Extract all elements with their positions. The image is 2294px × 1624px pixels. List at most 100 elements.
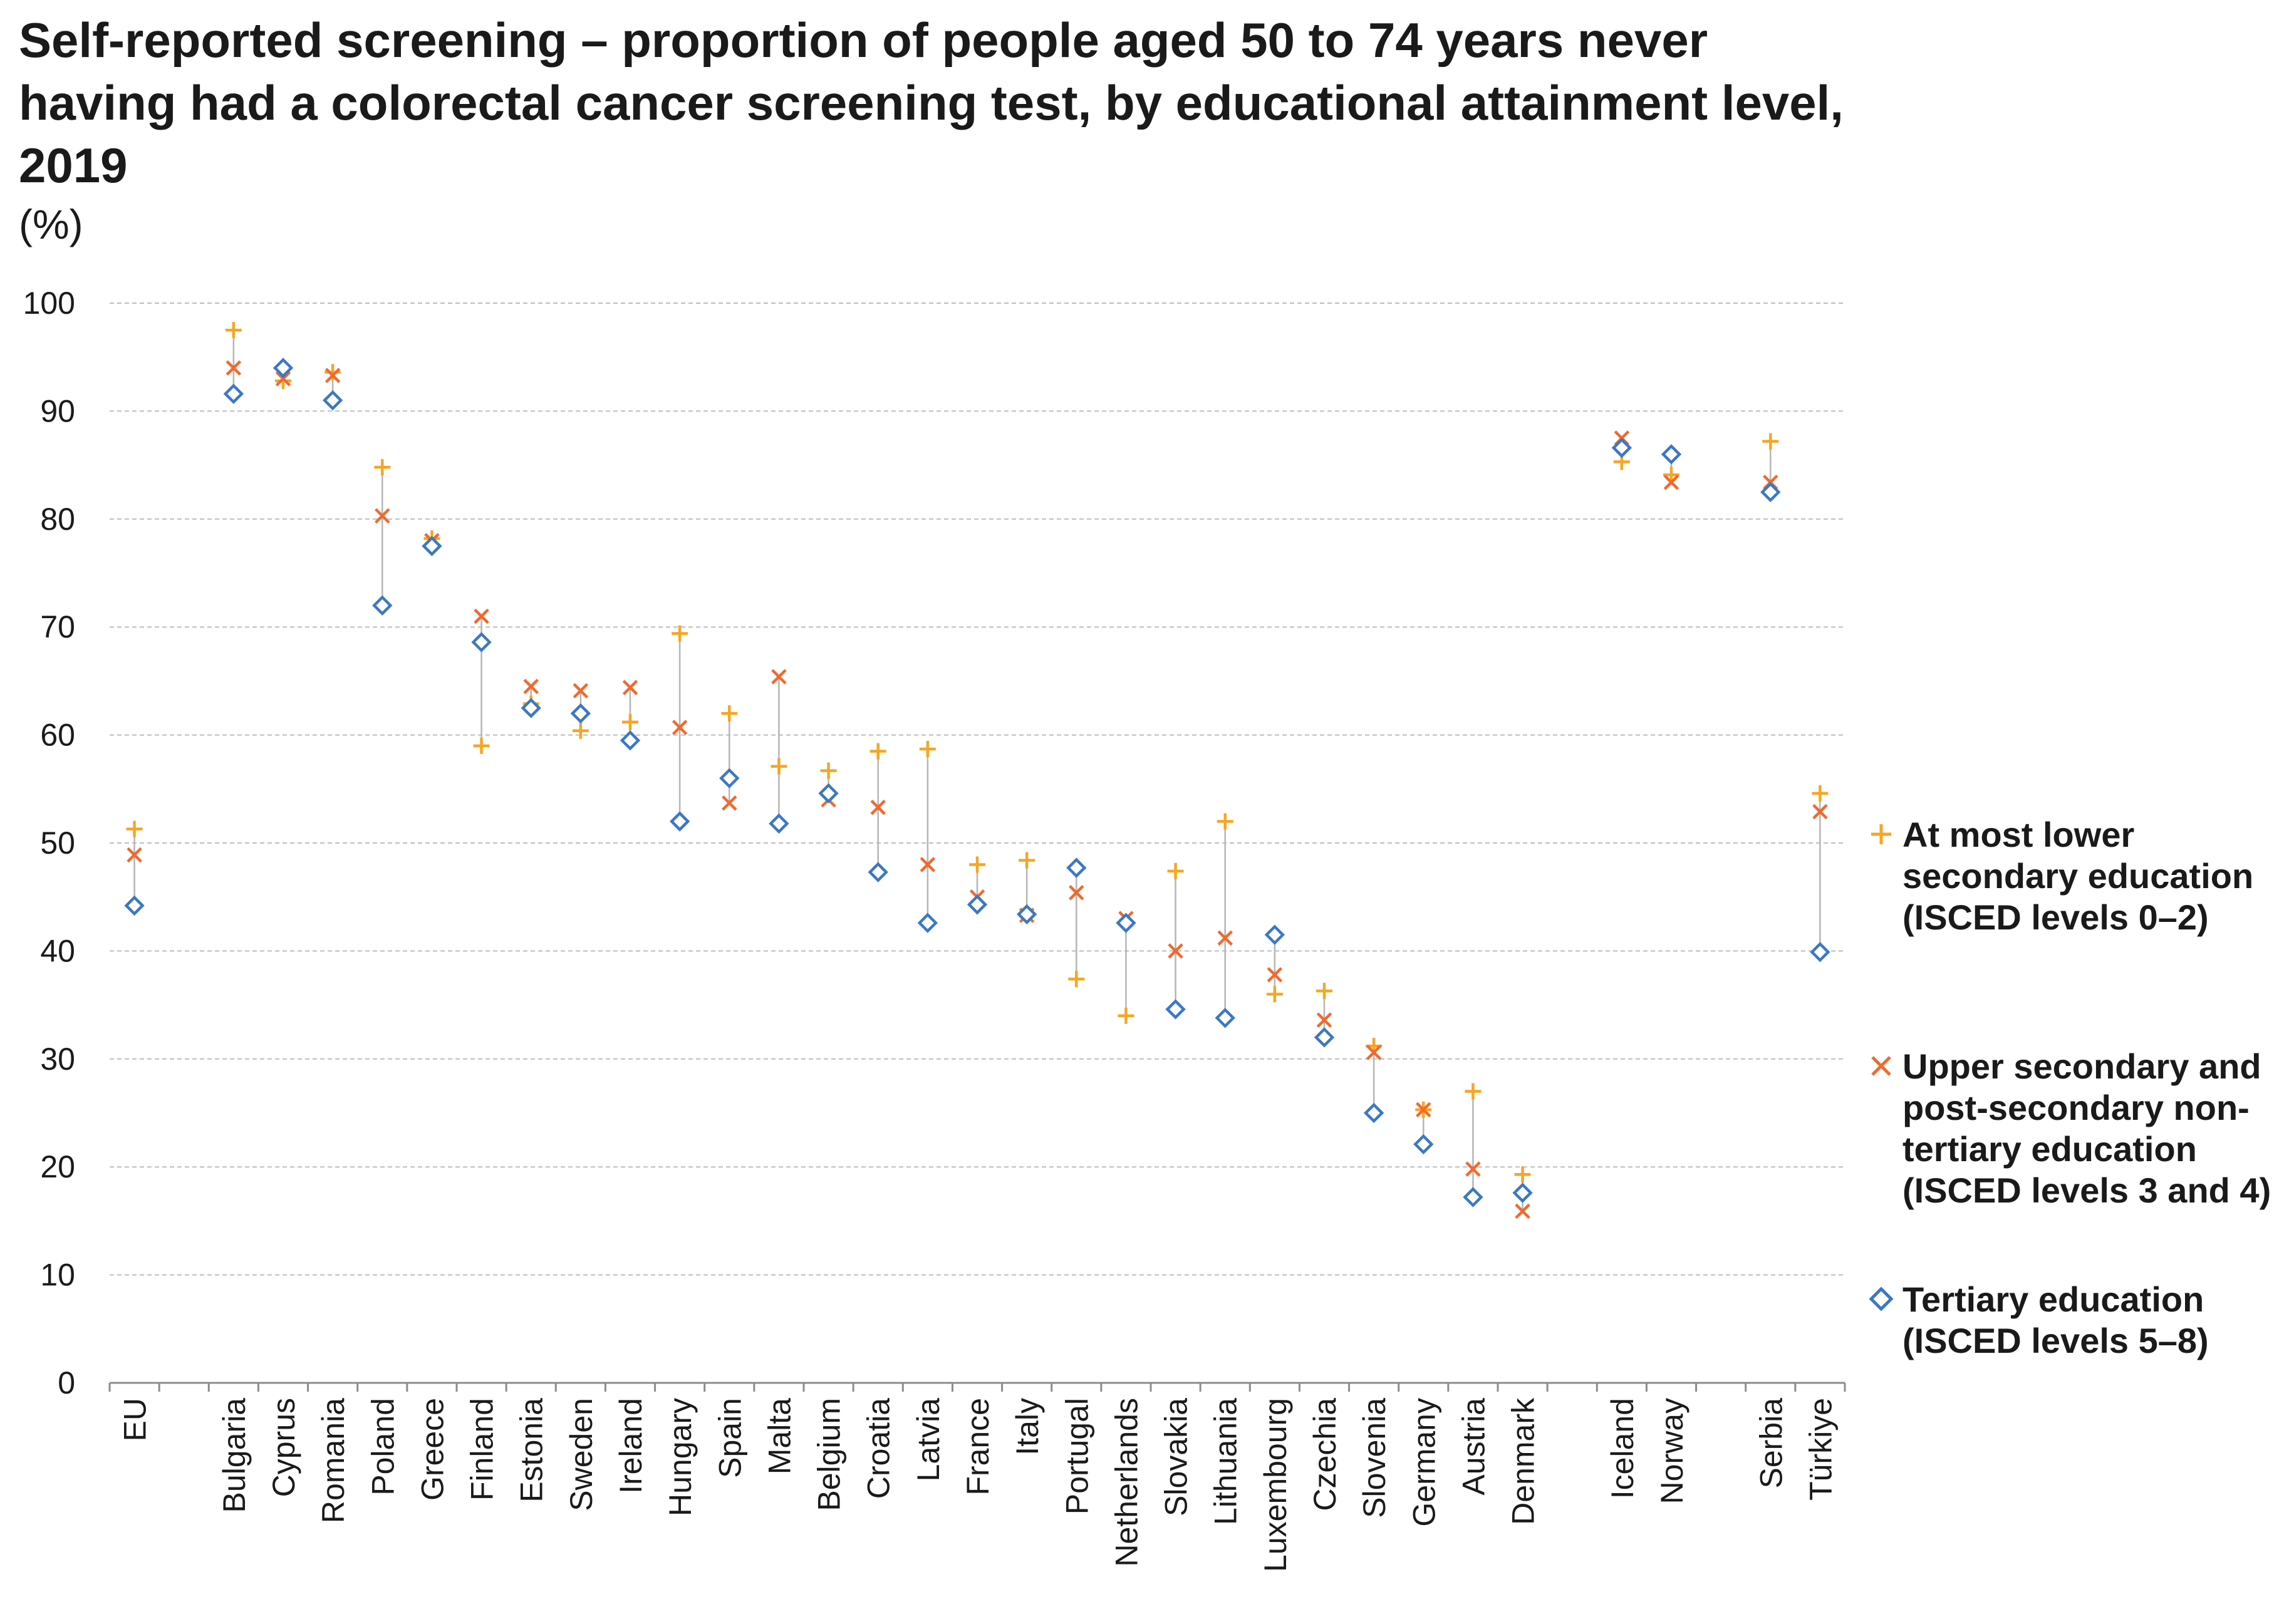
point-lower — [1316, 983, 1332, 1000]
point-lower — [1812, 785, 1829, 802]
y-tick-label: 0 — [58, 1365, 75, 1400]
point-tertiary — [223, 383, 244, 404]
point-upper — [1069, 885, 1084, 901]
legend-upper-line-2: post-secondary non- — [1902, 1088, 2250, 1127]
point-lower — [771, 758, 787, 775]
point-upper — [573, 683, 589, 699]
point-upper — [523, 678, 539, 695]
x-tick-label: Norway — [1654, 1398, 1689, 1504]
x-tick-label: Portugal — [1059, 1398, 1094, 1514]
point-lower — [374, 459, 391, 476]
legend-lower-line-1: At most lower — [1902, 815, 2135, 854]
x-tick-label: Iceland — [1605, 1398, 1640, 1499]
point-lower — [1266, 986, 1283, 1003]
x-tick-label: Germany — [1406, 1398, 1441, 1527]
point-upper — [672, 720, 688, 735]
y-tick-label: 40 — [40, 933, 75, 968]
point-lower — [672, 625, 688, 642]
point-tertiary — [471, 632, 492, 653]
y-tick-label: 10 — [40, 1258, 75, 1293]
point-upper — [870, 799, 886, 815]
point-tertiary — [124, 895, 145, 916]
point-upper — [127, 847, 142, 863]
point-tertiary — [1215, 1008, 1235, 1028]
x-tick-label: Denmark — [1506, 1397, 1541, 1525]
legend-tertiary-line-1: Tertiary education — [1902, 1280, 2204, 1319]
point-upper — [771, 669, 787, 685]
point-lower — [1663, 467, 1679, 484]
point-tertiary — [1066, 857, 1087, 878]
x-tick-label: Austria — [1456, 1398, 1491, 1496]
x-tick-label: Belgium — [812, 1398, 847, 1511]
y-tick-label: 50 — [40, 825, 75, 861]
point-tertiary — [1810, 941, 1830, 963]
x-tick-label: Cyprus — [266, 1398, 301, 1497]
point-lower — [572, 722, 589, 739]
point-upper — [275, 371, 291, 386]
point-lower — [1762, 433, 1779, 450]
point-tertiary — [719, 768, 740, 789]
point-upper — [1168, 943, 1183, 959]
point-upper — [1465, 1161, 1481, 1177]
point-lower — [919, 741, 936, 758]
point-upper — [1217, 930, 1233, 946]
legend-cross-icon — [1871, 1056, 1891, 1076]
point-tertiary — [372, 595, 393, 616]
x-tick-label: Sweden — [564, 1398, 599, 1511]
x-tick-label: Estonia — [514, 1398, 549, 1502]
point-lower — [1217, 813, 1233, 830]
point-upper — [474, 608, 489, 624]
point-tertiary — [1016, 904, 1037, 924]
legend-lower-line-3: (ISCED levels 0–2) — [1902, 897, 2209, 937]
point-tertiary — [322, 390, 343, 411]
grid-lines — [110, 303, 1845, 1276]
axis-labels: 0 10 20 30 40 50 60 70 80 90 100 EU Bulgaria Cyprus Ro… — [23, 286, 1839, 1572]
y-tick-label: 20 — [40, 1149, 75, 1184]
y-tick-label: 90 — [40, 393, 75, 428]
point-upper — [1267, 967, 1283, 983]
point-lower — [1167, 862, 1184, 879]
point-lower — [324, 364, 341, 381]
point-tertiary — [422, 535, 442, 557]
point-tertiary — [1165, 999, 1186, 1020]
point-lower — [126, 820, 143, 837]
point-tertiary — [868, 862, 888, 882]
point-lower — [1465, 1083, 1482, 1100]
point-upper — [226, 360, 242, 376]
point-upper — [1663, 474, 1679, 490]
x-tick-label: Ireland — [613, 1398, 648, 1494]
point-tertiary — [967, 894, 988, 915]
x-tick-label: Luxembourg — [1258, 1398, 1293, 1572]
point-tertiary — [1463, 1187, 1483, 1208]
point-tertiary — [1512, 1182, 1533, 1203]
point-tertiary — [1413, 1134, 1434, 1155]
x-tick-label: Slovakia — [1159, 1398, 1194, 1516]
x-tick-label: Bulgaria — [217, 1398, 252, 1513]
x-tick-label: Serbia — [1753, 1398, 1788, 1489]
legend-upper-line-4: (ISCED levels 3 and 4) — [1902, 1171, 2271, 1210]
point-upper — [1416, 1102, 1431, 1118]
point-lower — [622, 713, 638, 730]
legend-upper-line-3: tertiary education — [1902, 1129, 2197, 1169]
unit-label: (%) — [19, 201, 83, 247]
x-tick-label: Latvia — [911, 1398, 946, 1482]
point-tertiary — [769, 813, 789, 834]
x-tick-label: France — [960, 1398, 995, 1496]
legend-diamond-icon — [1869, 1286, 1894, 1311]
x-tick-label: Romania — [316, 1398, 351, 1523]
data-markers — [124, 322, 1830, 1219]
point-upper — [1316, 1012, 1332, 1028]
point-tertiary — [917, 913, 938, 933]
y-tick-label: 60 — [40, 718, 75, 753]
x-tick-label: Malta — [762, 1398, 797, 1474]
point-tertiary — [1116, 913, 1136, 933]
point-tertiary — [1264, 924, 1285, 945]
point-lower — [1118, 1007, 1134, 1024]
x-tick-label: Türkiye — [1803, 1398, 1838, 1501]
point-tertiary — [1661, 444, 1682, 465]
point-lower — [721, 705, 738, 722]
point-tertiary — [1611, 437, 1632, 458]
point-tertiary — [620, 730, 641, 751]
x-tick-label: Slovenia — [1357, 1398, 1392, 1518]
